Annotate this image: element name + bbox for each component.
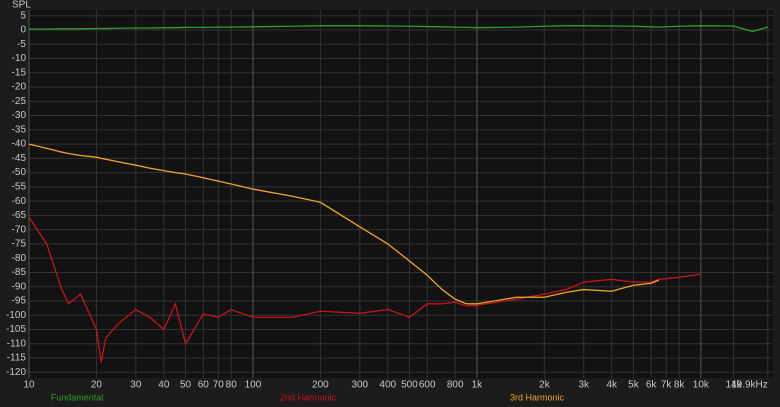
x-tick-label: 800	[447, 380, 464, 391]
x-tick-label: 60	[198, 380, 210, 391]
x-tick-label: 6k	[646, 380, 658, 391]
x-tick-label: 10	[23, 380, 35, 391]
y-tick-label: -10	[12, 53, 27, 64]
x-tick-label: 5k	[628, 380, 640, 391]
y-tick-label: -25	[12, 96, 27, 107]
x-tick-label: 300	[351, 380, 368, 391]
x-tick-label: 8k	[674, 380, 686, 391]
series-line	[28, 216, 701, 363]
x-tick-label: 600	[419, 380, 436, 391]
y-tick-label: -15	[12, 67, 27, 78]
y-tick-label: -5	[17, 39, 26, 50]
x-tick-label: 10k	[693, 380, 710, 391]
legend-entry: 2nd Harmonic	[280, 392, 337, 402]
y-tick-label: -50	[12, 167, 27, 178]
legend-entry: 3rd Harmonic	[510, 392, 565, 402]
x-tick-label: 20	[91, 380, 103, 391]
x-tick-label: 100	[245, 380, 262, 391]
y-tick-label: -30	[12, 110, 27, 121]
y-tick-label: -110	[7, 338, 27, 349]
plot-area	[29, 10, 773, 378]
y-tick-label: -95	[12, 296, 27, 307]
y-tick-label: -70	[12, 224, 27, 235]
x-tick-label: 4k	[606, 380, 618, 391]
y-tick-label: 0	[20, 25, 26, 36]
y-tick-label: -35	[12, 124, 27, 135]
x-tick-label: 200	[312, 380, 329, 391]
y-tick-label: -105	[6, 324, 26, 335]
y-tick-label: -20	[12, 82, 27, 93]
x-tick-label: 1k	[472, 380, 484, 391]
series-line	[29, 25, 768, 33]
y-tick-label: -65	[12, 210, 27, 221]
x-tick-label: 40	[158, 380, 170, 391]
y-tick-label: 5	[20, 10, 26, 21]
x-tick-label: 7k	[661, 380, 673, 391]
y-tick-label: -120	[6, 367, 26, 378]
x-tick-label: 500	[401, 380, 418, 391]
x-tick-label: 50	[180, 380, 192, 391]
y-tick-label: -90	[12, 281, 27, 292]
y-axis-label: SPL	[12, 0, 31, 11]
legend-entry: Fundamental	[51, 392, 104, 402]
y-tick-label: -115	[7, 353, 27, 364]
y-tick-label: -75	[12, 239, 27, 250]
y-tick-label: -85	[12, 267, 27, 278]
x-tick-label: 14k	[726, 380, 743, 391]
x-tick-label: 2k	[539, 380, 551, 391]
y-tick-label: -80	[12, 253, 27, 264]
x-tick-label: 80	[226, 380, 238, 391]
x-tick-label: 400	[379, 380, 396, 391]
y-tick-label: -45	[12, 153, 27, 164]
series-line	[28, 143, 660, 305]
y-tick-label: -60	[12, 196, 27, 207]
x-tick-label: 3k	[578, 380, 590, 391]
y-tick-label: -40	[12, 139, 27, 150]
y-tick-label: -55	[12, 182, 27, 193]
x-tick-label: 70	[213, 380, 225, 391]
x-tick-label: 19.9kHz	[731, 380, 768, 391]
x-tick-label: 30	[130, 380, 142, 391]
y-tick-label: -100	[6, 310, 26, 321]
